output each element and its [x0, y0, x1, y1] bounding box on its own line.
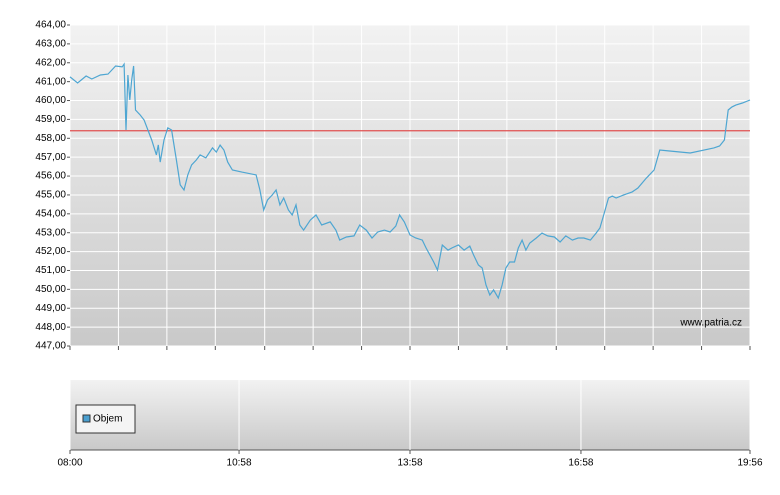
- y-tick-label: 463,00: [35, 39, 66, 50]
- price-line: [69, 62, 751, 300]
- legend-swatch: [82, 414, 91, 423]
- y-tick-label: 457,00: [35, 152, 66, 163]
- x-tick-label: 16:58: [568, 458, 593, 469]
- x-tick-label: 10:58: [227, 458, 252, 469]
- y-tick-label: 451,00: [35, 265, 66, 276]
- legend-label: Objem: [93, 414, 122, 425]
- watermark: www.patria.cz: [679, 318, 742, 329]
- y-tick-label: 459,00: [35, 114, 66, 125]
- y-tick-label: 450,00: [35, 284, 66, 295]
- y-tick-label: 462,00: [35, 57, 66, 68]
- y-tick-label: 449,00: [35, 303, 66, 314]
- y-tick-label: 461,00: [35, 76, 66, 87]
- x-tick-label: 13:58: [397, 458, 422, 469]
- x-tick-label: 19:56: [737, 458, 762, 469]
- y-tick-label: 456,00: [35, 171, 66, 182]
- y-tick-label: 454,00: [35, 208, 66, 219]
- y-tick-label: 453,00: [35, 227, 66, 238]
- y-tick-label: 447,00: [35, 341, 66, 352]
- y-tick-label: 455,00: [35, 190, 66, 201]
- y-tick-label: 458,00: [35, 133, 66, 144]
- x-tick-label: 08:00: [57, 458, 82, 469]
- y-tick-label: 460,00: [35, 95, 66, 106]
- y-tick-label: 448,00: [35, 322, 66, 333]
- y-tick-label: 464,00: [35, 20, 66, 31]
- y-tick-label: 452,00: [35, 246, 66, 257]
